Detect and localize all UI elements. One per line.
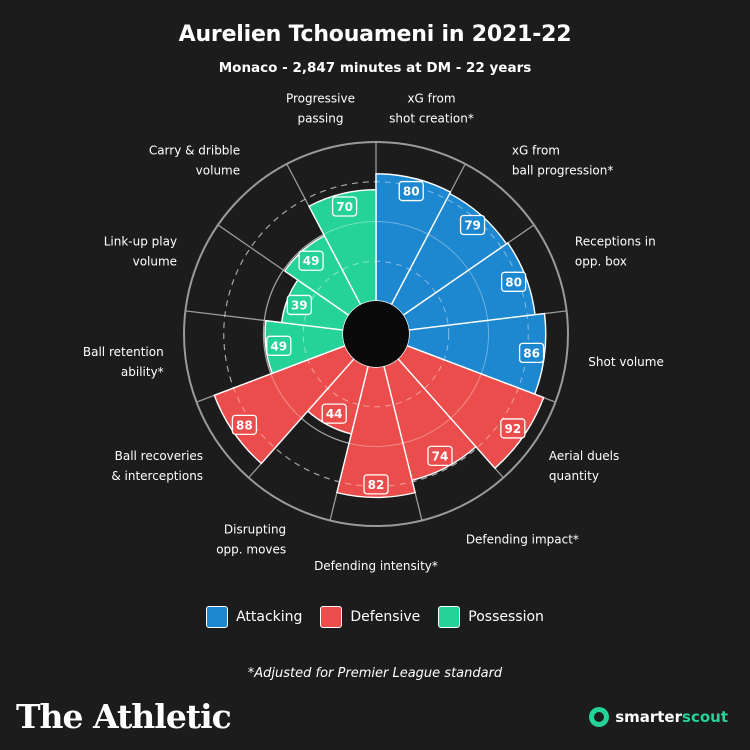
smarterscout-logo: smarterscout (589, 707, 728, 727)
value-badge (363, 474, 389, 495)
legend-item-defensive: Defensive (320, 606, 420, 628)
radar-bar (405, 312, 547, 396)
value-label: 49 (303, 254, 320, 268)
radar-center (343, 301, 409, 367)
metric-label: Progressive passing (286, 92, 355, 126)
value-badge (518, 342, 545, 364)
value-badge (321, 403, 347, 424)
legend-item-attacking: Attacking (206, 606, 302, 628)
legend-swatch-defensive (320, 606, 343, 628)
smarterscout-wordmark-part1: smarter (615, 708, 683, 726)
grid-ring-overlay (223, 181, 529, 487)
metric-label: Aerial duels quantity (549, 449, 619, 483)
metric-label: Defending intensity* (314, 559, 438, 573)
metric-label: Disrupting opp. moves (216, 522, 286, 556)
legend-swatch-attacking (206, 606, 229, 628)
metric-label: Ball recoveries & interceptions (111, 449, 203, 483)
metric-label: Shot volume (588, 355, 664, 369)
metric-label: Link-up play volume (104, 235, 177, 269)
value-label: 80 (505, 275, 522, 289)
legend-label-attacking: Attacking (236, 609, 303, 625)
metric-label: Ball retention ability* (83, 345, 164, 379)
metric-label: Carry & dribble volume (149, 143, 240, 177)
smarterscout-icon (589, 707, 610, 727)
legend: Attacking Defensive Possession (0, 606, 750, 628)
footnote: *Adjusted for Premier League standard (247, 666, 503, 681)
value-badge (286, 294, 312, 316)
value-label: 86 (523, 346, 540, 360)
value-label: 70 (336, 200, 353, 214)
value-badge (331, 196, 358, 217)
chart-title: Aurelien Tchouameni in 2021-22 (178, 22, 572, 47)
value-label: 39 (291, 298, 308, 312)
value-label: 74 (432, 449, 449, 463)
radar-bar (375, 173, 452, 306)
metric-label: Defending impact* (466, 532, 579, 546)
value-badge (427, 445, 453, 467)
value-label: 88 (236, 418, 253, 432)
value-label: 44 (326, 407, 343, 421)
smarterscout-wordmark-part2: scout (682, 708, 728, 726)
value-badge (398, 180, 424, 202)
legend-label-defensive: Defensive (350, 609, 421, 625)
smarterscout-wordmark: smarterscout (615, 708, 728, 726)
legend-item-possession: Possession (438, 606, 544, 628)
legend-swatch-possession (438, 606, 461, 628)
value-label: 92 (504, 422, 521, 436)
grid-ring-overlay (263, 221, 489, 447)
value-badge (298, 250, 324, 271)
metric-label: xG from shot creation* (389, 92, 474, 126)
metric-label: Receptions in opp. box (575, 235, 656, 269)
value-label: 79 (464, 219, 481, 233)
value-badge (266, 335, 292, 356)
value-label: 80 (403, 185, 420, 199)
chart-subtitle: Monaco - 2,847 minutes at DM - 22 years (218, 60, 532, 76)
legend-label-possession: Possession (468, 609, 544, 625)
metric-label: xG from ball progression* (512, 143, 614, 177)
value-badge (500, 418, 526, 439)
the-athletic-logo: The Athletic (16, 697, 232, 736)
value-badge (500, 271, 527, 292)
value-badge (231, 414, 258, 435)
value-badge (459, 214, 486, 236)
value-label: 49 (270, 339, 287, 353)
grid-ring-overlay (302, 260, 450, 408)
value-label: 82 (368, 478, 385, 492)
